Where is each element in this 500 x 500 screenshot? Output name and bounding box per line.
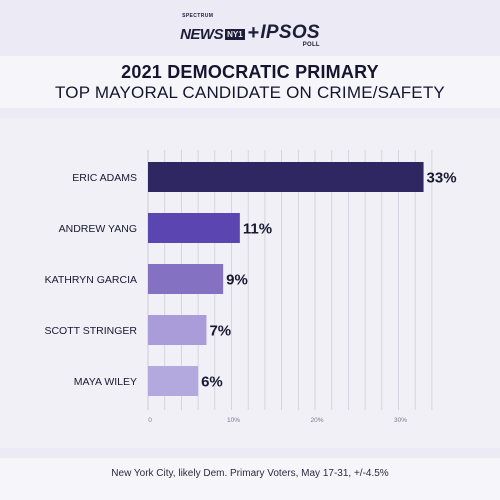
logo: SPECTRUM NEWS NY1 + IPSOS POLL <box>0 12 500 48</box>
label-layer: ERIC ADAMS 33% ANDREW YANG 11% KATHRYN GARCI… <box>44 170 456 391</box>
category-label: ANDREW YANG <box>59 223 137 235</box>
footnote: New York City, likely Dem. Primary Voter… <box>111 468 389 479</box>
chart-header: 2021 DEMOCRATIC PRIMARY TOP MAYORAL CAND… <box>0 56 500 108</box>
spectrum-news-ipsos-logo: SPECTRUM NEWS NY1 + IPSOS POLL <box>180 12 320 48</box>
data-label: 6% <box>201 374 223 391</box>
x-tick-label: 0 <box>148 417 152 424</box>
logo-ipsos-text: IPSOS <box>260 22 320 43</box>
x-tick-label: 20% <box>310 417 323 424</box>
chart-footer: New York City, likely Dem. Primary Voter… <box>0 458 500 500</box>
category-label: MAYA WILEY <box>74 376 137 388</box>
chart-subtitle: TOP MAYORAL CANDIDATE ON CRIME/SAFETY <box>55 83 445 102</box>
bar <box>148 366 199 396</box>
data-label: 33% <box>427 170 457 187</box>
bar <box>148 162 424 192</box>
logo-plus-text: + <box>247 22 260 44</box>
data-label: 9% <box>226 272 248 289</box>
category-label: SCOTT STRINGER <box>44 325 137 337</box>
x-tick-label: 30% <box>394 417 407 424</box>
logo-poll-text: POLL <box>302 42 320 48</box>
data-label: 11% <box>243 221 272 238</box>
tick-layer: 0 10% 20% 30% <box>148 417 407 424</box>
logo-ny1-badge: NY1 <box>225 29 245 40</box>
chart-title: 2021 DEMOCRATIC PRIMARY <box>121 62 379 82</box>
category-label: ERIC ADAMS <box>72 172 137 184</box>
bar-layer <box>148 162 424 396</box>
category-label: KATHRYN GARCIA <box>45 274 137 286</box>
logo-news-text: NEWS <box>180 26 224 43</box>
logo-spectrum-text: SPECTRUM <box>182 13 214 19</box>
data-label: 7% <box>209 323 231 340</box>
bar <box>148 315 207 345</box>
bar <box>148 264 224 294</box>
x-tick-label: 10% <box>227 417 240 424</box>
bar <box>148 213 240 243</box>
